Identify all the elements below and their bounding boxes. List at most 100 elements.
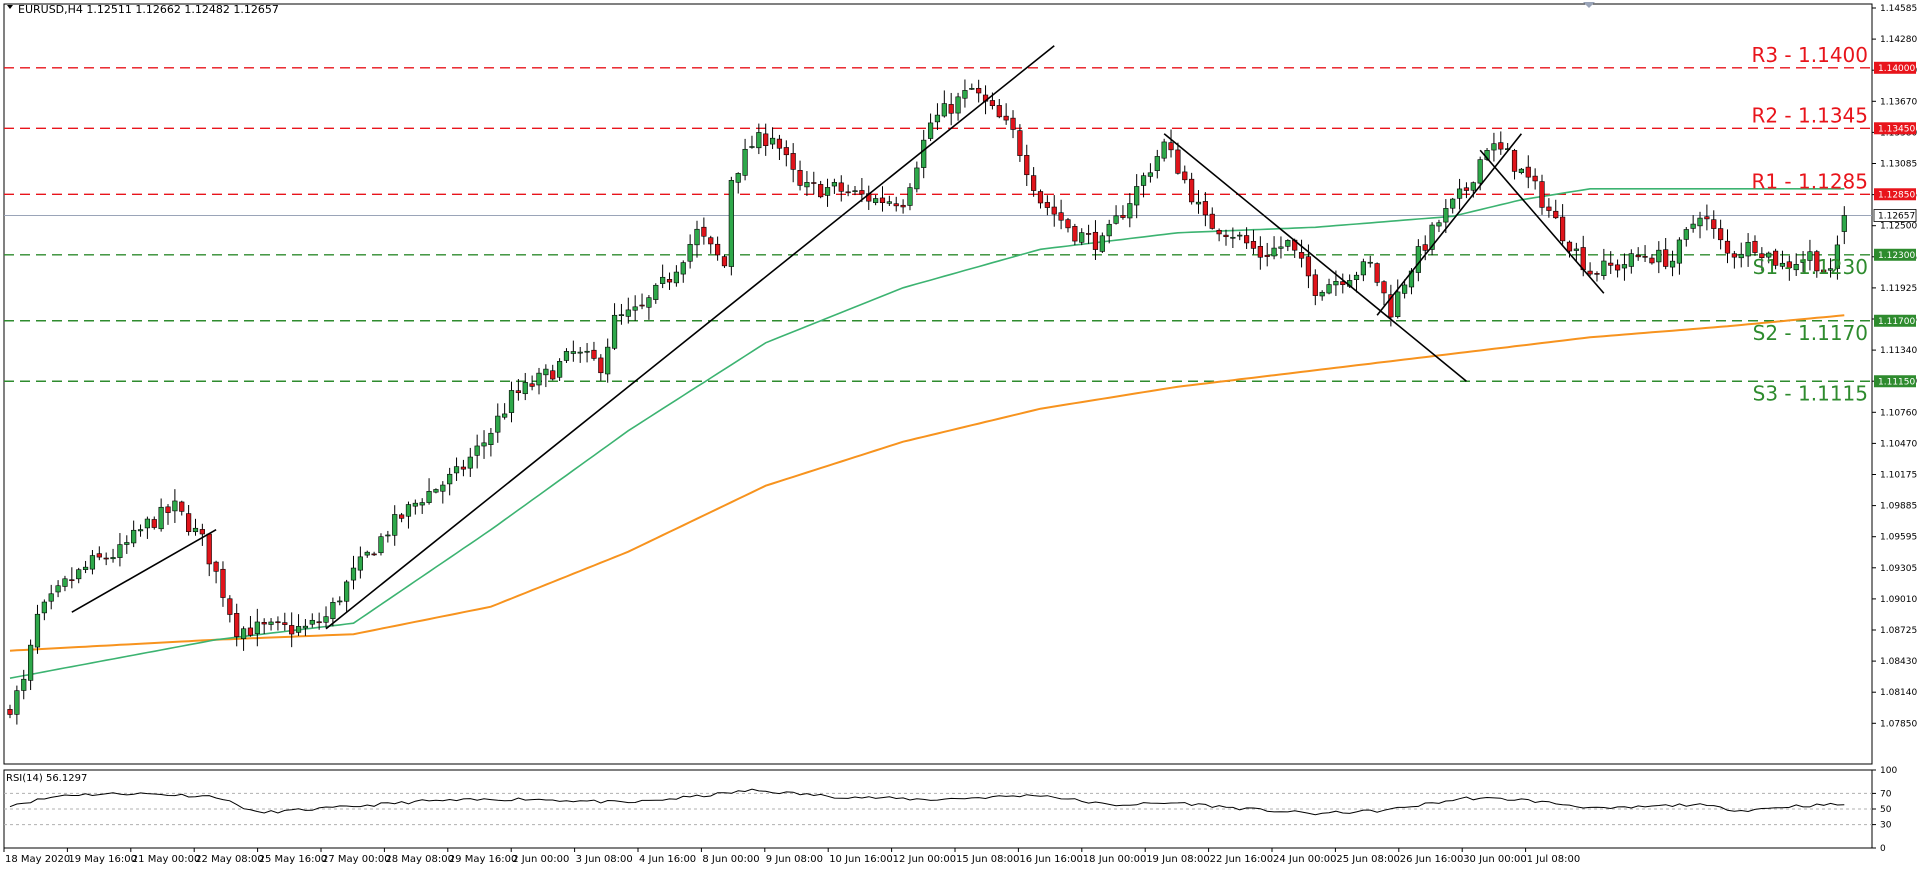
candle-up-body: [1367, 261, 1373, 264]
candle: [179, 500, 185, 516]
rsi-line: [9, 788, 1845, 816]
candle-down-body: [1614, 264, 1621, 271]
level-price-box: [1874, 122, 1916, 135]
rsi-title: RSI(14) 56.1297: [6, 773, 87, 784]
candle-up-body: [1470, 182, 1476, 191]
candle: [811, 171, 817, 195]
moving-average-orange: [9, 314, 1845, 652]
level-price-box-label: 1.13450: [1878, 124, 1915, 134]
time-tick-label: 22 May 08:00: [195, 854, 264, 865]
candle: [1772, 248, 1779, 270]
level-price-box-label: 1.14000: [1878, 64, 1915, 74]
candle-down-body: [1587, 270, 1593, 275]
level-price-box: [1874, 375, 1916, 388]
candle-down-body: [206, 533, 212, 565]
candle-up-body: [172, 500, 178, 512]
price-tick-label: 1.11925: [1880, 284, 1917, 294]
candle: [1106, 219, 1112, 244]
candle-down-body: [598, 357, 604, 374]
candle: [728, 176, 734, 276]
candle: [673, 265, 679, 287]
candle-down-body: [1814, 251, 1820, 272]
candle-down-body: [1388, 294, 1394, 318]
candle: [591, 341, 597, 361]
candle: [55, 580, 61, 598]
candle-up-body: [680, 262, 686, 275]
level-price-box: [1874, 61, 1916, 74]
candle: [845, 184, 851, 197]
candle: [337, 596, 343, 606]
candle-up-body: [405, 504, 412, 517]
price-tick-label: 1.08430: [1880, 657, 1917, 667]
candle: [914, 161, 920, 193]
candle-down-body: [1305, 256, 1312, 277]
candle-up-body: [28, 644, 34, 681]
candle-up-body: [728, 180, 734, 267]
candle: [927, 113, 934, 142]
candle: [453, 457, 460, 481]
candle: [934, 103, 941, 130]
candle-down-body: [213, 561, 219, 572]
candle: [1601, 248, 1607, 280]
candle: [192, 518, 199, 536]
candle: [1024, 144, 1030, 187]
candle-down-body: [1065, 219, 1071, 229]
candle-up-body: [1134, 186, 1140, 206]
candle: [1037, 189, 1044, 209]
candle-down-body: [1724, 240, 1731, 254]
candle: [955, 92, 961, 121]
candle-up-body: [536, 372, 542, 386]
candle-up-body: [481, 442, 487, 447]
candle: [234, 603, 240, 647]
candle-up-body: [124, 542, 130, 545]
candle: [330, 597, 336, 627]
candle: [433, 488, 439, 494]
candle: [1244, 227, 1250, 249]
candle: [1635, 247, 1641, 261]
candle-down-body: [1037, 191, 1044, 204]
candle-down-body: [1642, 256, 1648, 258]
candle: [550, 364, 556, 381]
candle: [948, 92, 954, 126]
candle-down-body: [1711, 219, 1717, 229]
candle-down-body: [69, 579, 75, 581]
candle-up-body: [687, 244, 693, 262]
candle: [1134, 174, 1140, 219]
candle: [1690, 215, 1696, 233]
candle: [1319, 290, 1325, 301]
candle: [1594, 271, 1600, 282]
candle-up-body: [1154, 156, 1160, 171]
candle: [419, 498, 425, 514]
candle: [48, 584, 54, 610]
candle-up-body: [646, 297, 652, 308]
candle-down-body: [398, 514, 405, 519]
candle: [1209, 207, 1215, 230]
candle-down-body: [1498, 142, 1504, 150]
candle: [1223, 229, 1229, 246]
candle: [1621, 253, 1628, 281]
candle: [371, 551, 377, 556]
candle-up-body: [756, 132, 762, 149]
candle: [1560, 204, 1566, 245]
candle: [694, 220, 700, 258]
candle-down-body: [1312, 274, 1318, 296]
candle: [646, 295, 652, 320]
candle: [879, 186, 886, 212]
candle: [144, 516, 151, 539]
candle: [886, 195, 892, 206]
candle: [1614, 259, 1621, 278]
candle: [824, 178, 831, 207]
trendline: [1376, 133, 1523, 316]
candle: [1669, 250, 1676, 277]
candle: [302, 619, 309, 636]
candle: [763, 123, 769, 156]
candle-up-body: [914, 167, 920, 190]
candle-down-body: [529, 383, 535, 387]
candle: [460, 459, 467, 477]
candle-up-body: [1697, 217, 1703, 227]
candle: [1353, 271, 1360, 293]
candle-down-body: [763, 133, 769, 146]
candle-up-body: [82, 566, 89, 570]
